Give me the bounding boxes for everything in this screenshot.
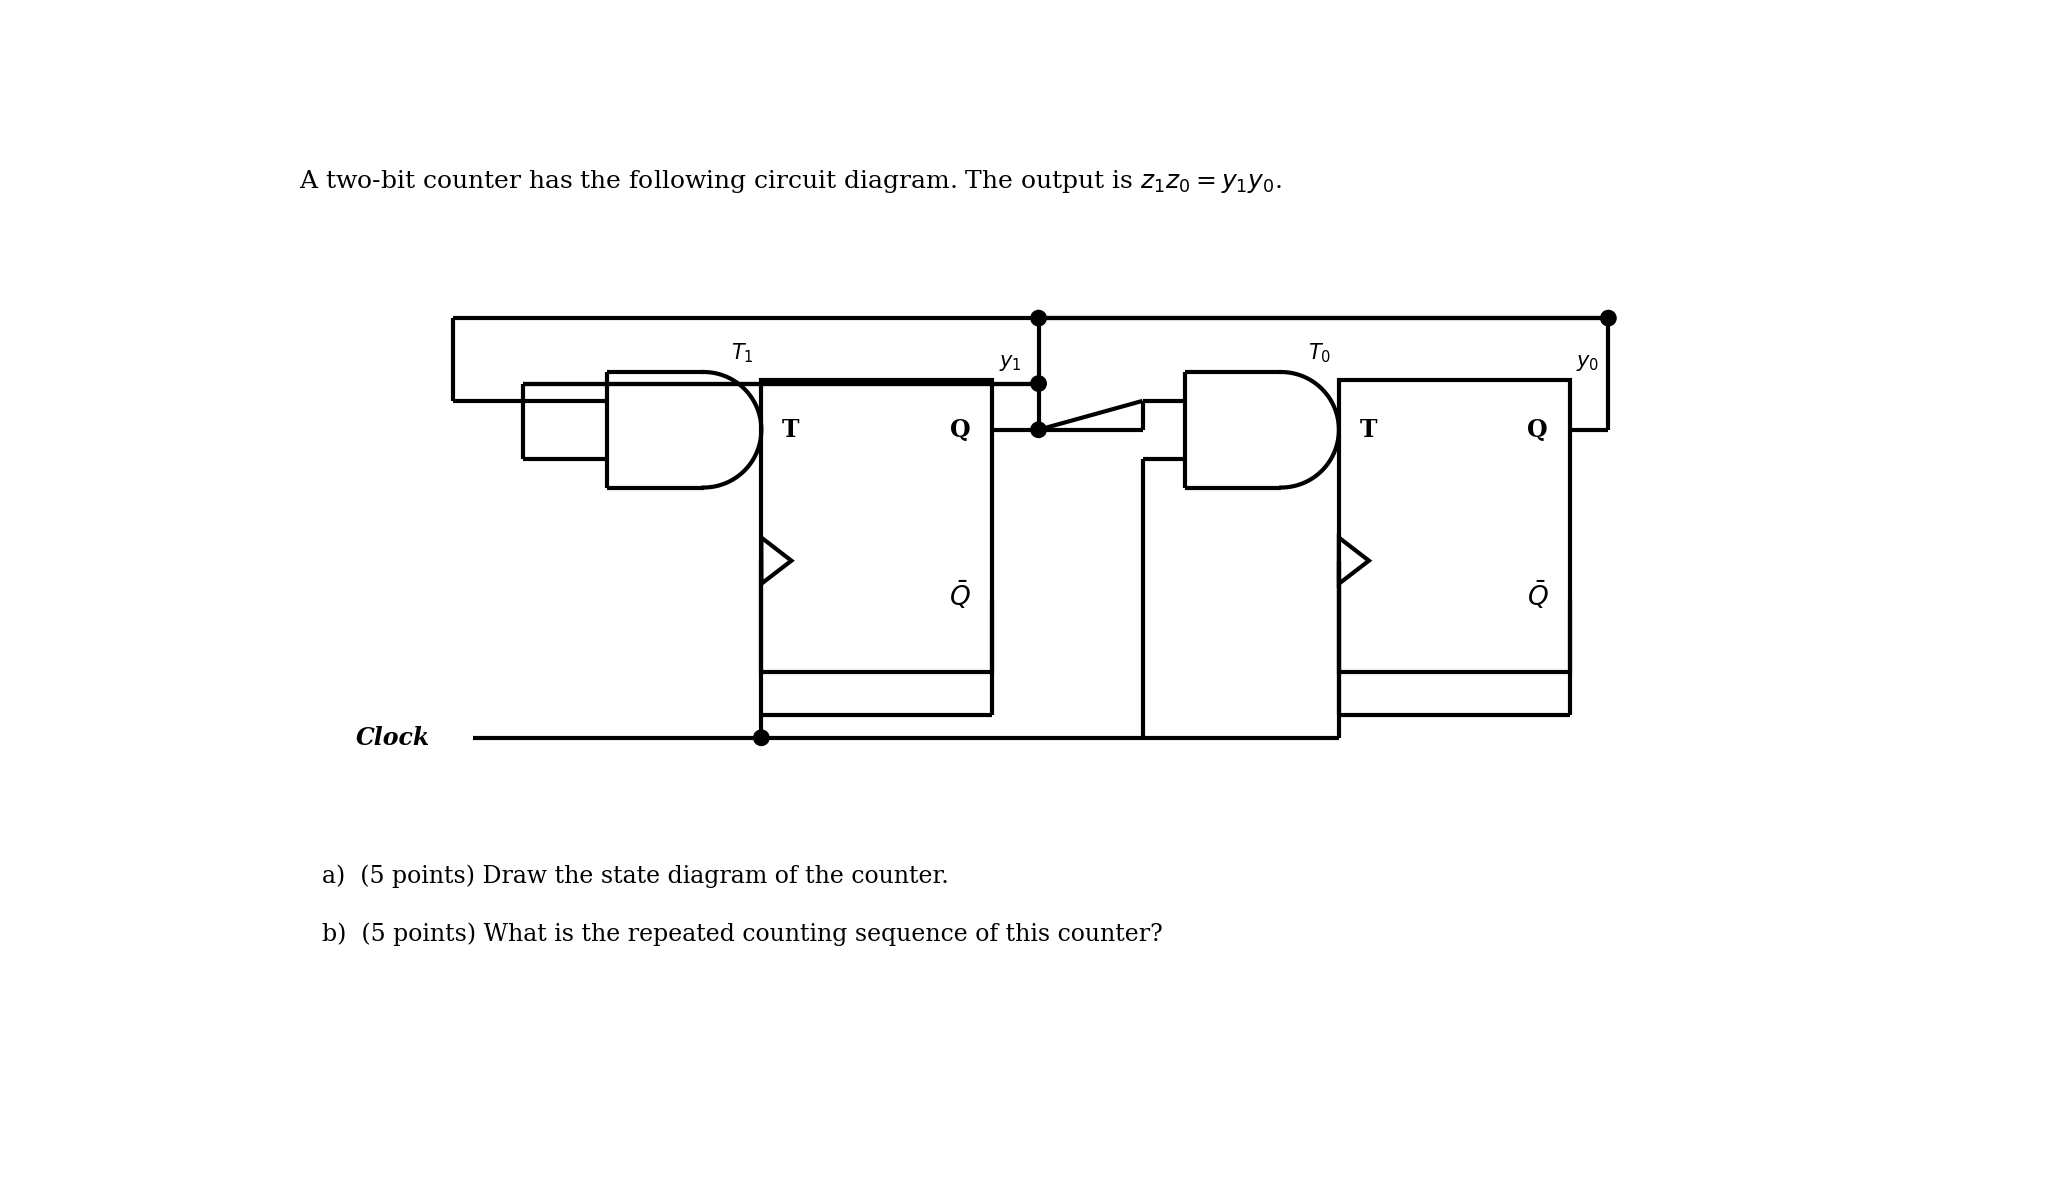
Circle shape — [1031, 310, 1046, 326]
Text: b)  (5 points) What is the repeated counting sequence of this counter?: b) (5 points) What is the repeated count… — [323, 923, 1164, 946]
Text: Clock: Clock — [356, 726, 430, 750]
Text: $\bar{Q}$: $\bar{Q}$ — [1526, 579, 1549, 612]
Bar — [1338, 380, 1569, 672]
Text: $T_0$: $T_0$ — [1307, 341, 1332, 365]
Circle shape — [1031, 422, 1046, 437]
Text: a)  (5 points) Draw the state diagram of the counter.: a) (5 points) Draw the state diagram of … — [323, 865, 949, 889]
Circle shape — [1031, 375, 1046, 391]
Circle shape — [1600, 310, 1616, 326]
Text: A two-bit counter has the following circuit diagram. The output is $z_1z_0 = y_1: A two-bit counter has the following circ… — [299, 168, 1283, 195]
Text: $\bar{Q}$: $\bar{Q}$ — [949, 579, 972, 612]
Text: Q: Q — [949, 418, 970, 442]
Text: $y_0$: $y_0$ — [1575, 353, 1600, 373]
Text: $y_1$: $y_1$ — [998, 353, 1021, 373]
Text: T: T — [1359, 418, 1377, 442]
Bar — [761, 380, 992, 672]
Text: T: T — [782, 418, 800, 442]
Circle shape — [753, 731, 769, 746]
Text: Q: Q — [1526, 418, 1549, 442]
Text: $T_1$: $T_1$ — [730, 341, 753, 365]
